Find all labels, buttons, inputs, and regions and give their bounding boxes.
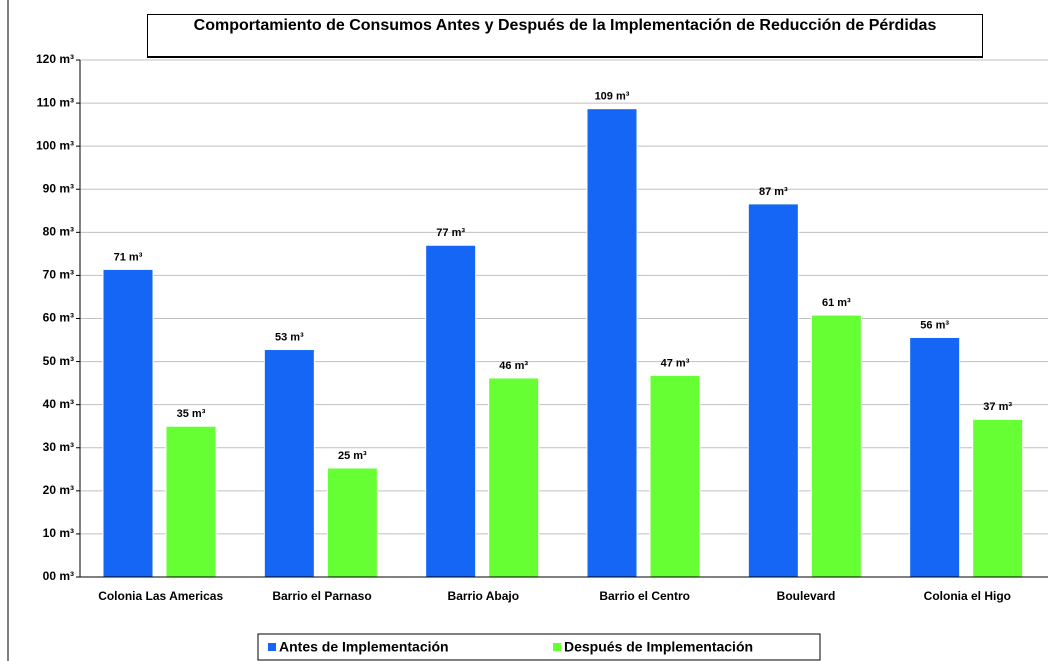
data-label: 35 m³ — [177, 408, 206, 420]
y-tick-label: 100 m³ — [36, 138, 74, 152]
y-tick-label: 30 m³ — [43, 440, 74, 454]
data-label: 71 m³ — [114, 251, 143, 263]
bar — [909, 336, 961, 578]
chart-title: Comportamiento de Consumos Antes y Despu… — [147, 14, 983, 58]
data-label: 56 m³ — [920, 319, 949, 331]
x-tick-label: Barrio el Centro — [599, 589, 690, 603]
x-tick-label: Barrio Abajo — [448, 589, 520, 603]
bar — [165, 425, 217, 578]
bar — [649, 374, 701, 578]
legend-box — [257, 633, 821, 661]
y-tick-label: 90 m³ — [43, 181, 74, 195]
bar — [102, 268, 154, 578]
y-tick-label: 70 m³ — [43, 268, 74, 282]
bar — [972, 418, 1024, 578]
data-label: 61 m³ — [822, 297, 851, 309]
bar — [488, 377, 540, 578]
y-tick-label: 80 m³ — [43, 225, 74, 239]
bar — [586, 108, 638, 578]
legend-label: Después de Implementación — [564, 639, 753, 655]
y-tick-label: 00 m³ — [43, 569, 74, 583]
y-tick-label: 50 m³ — [43, 354, 74, 368]
data-label: 53 m³ — [275, 331, 304, 343]
legend-label: Antes de Implementación — [279, 639, 449, 655]
bar — [263, 349, 315, 578]
x-tick-label: Colonia el Higo — [924, 589, 1011, 603]
x-tick-label: Boulevard — [777, 589, 836, 603]
data-label: 37 m³ — [983, 401, 1012, 413]
y-tick-label: 110 m³ — [37, 95, 74, 109]
bar — [747, 203, 799, 578]
y-tick-label: 60 m³ — [43, 311, 74, 325]
data-label: 25 m³ — [338, 450, 367, 462]
y-tick-label: 20 m³ — [43, 483, 74, 497]
legend-swatch — [268, 643, 276, 651]
bar — [810, 314, 862, 578]
x-tick-label: Colonia Las Americas — [98, 589, 223, 603]
bar — [425, 244, 477, 578]
bar — [326, 467, 378, 578]
data-label: 77 m³ — [436, 227, 465, 239]
x-tick-label: Barrio el Parnaso — [272, 589, 371, 603]
legend-swatch — [553, 643, 561, 651]
data-label: 47 m³ — [661, 357, 690, 369]
y-tick-label: 40 m³ — [43, 397, 74, 411]
data-label: 46 m³ — [499, 360, 528, 372]
y-tick-label: 120 m³ — [36, 52, 74, 66]
data-label: 109 m³ — [595, 91, 630, 103]
data-label: 87 m³ — [759, 186, 788, 198]
y-tick-label: 10 m³ — [43, 526, 74, 540]
